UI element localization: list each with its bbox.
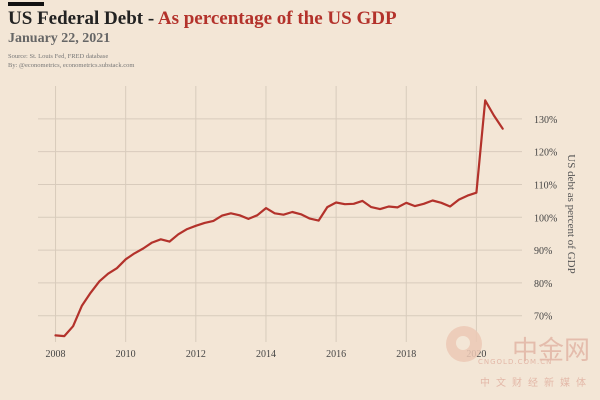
- y-tick-label: 80%: [534, 279, 552, 290]
- y-tick-label: 110%: [534, 180, 557, 191]
- watermark-logo: [446, 326, 482, 362]
- watermark-name: 中金网: [512, 336, 591, 366]
- y-tick-label: 120%: [534, 148, 557, 159]
- y-tick-label: 70%: [534, 312, 552, 323]
- title-subtitle: As percentage of the US GDP: [157, 8, 397, 29]
- chart-title: US Federal Debt - As percentage of the U…: [8, 8, 397, 30]
- byline-note: By: @econometrics, econometrics.substack…: [8, 62, 135, 69]
- y-tick-label: 100%: [534, 213, 557, 224]
- x-tick-label: 2010: [116, 349, 136, 360]
- x-tick-label: 2016: [326, 349, 346, 360]
- title-main: US Federal Debt: [8, 8, 144, 29]
- y-axis-label: US debt as percent of GDP: [565, 154, 577, 273]
- y-tick-label: 90%: [534, 246, 552, 257]
- debt-series-line: [54, 99, 504, 338]
- watermark-domain: CNGOLD.COM.CN: [478, 358, 553, 366]
- x-tick-label: 2008: [46, 349, 66, 360]
- chart-date: January 22, 2021: [8, 31, 111, 46]
- x-tick-label: 2014: [256, 349, 276, 360]
- x-tick-label: 2012: [186, 349, 206, 360]
- title-separator: -: [143, 8, 158, 29]
- watermark-tagline: 中文财经新媒体: [480, 378, 592, 389]
- x-tick-label: 2018: [396, 349, 416, 360]
- source-note: Source: St. Louis Fed, FRED database: [8, 53, 109, 60]
- accent-bar: [8, 2, 44, 6]
- y-tick-label: 130%: [534, 115, 557, 126]
